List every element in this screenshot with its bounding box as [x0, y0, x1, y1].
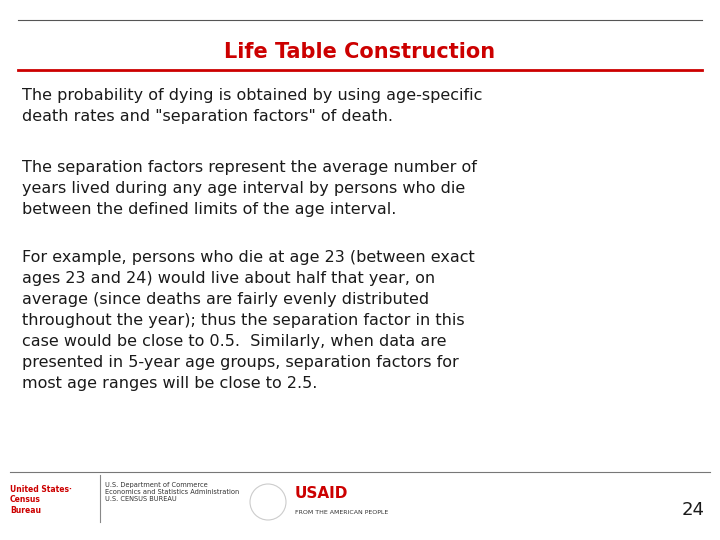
Text: Life Table Construction: Life Table Construction — [225, 42, 495, 62]
Text: FROM THE AMERICAN PEOPLE: FROM THE AMERICAN PEOPLE — [295, 510, 388, 515]
Text: United States·
Census
Bureau: United States· Census Bureau — [10, 485, 72, 515]
Text: USAID: USAID — [295, 487, 348, 502]
Text: The probability of dying is obtained by using age-specific
death rates and "sepa: The probability of dying is obtained by … — [22, 88, 482, 124]
Text: The separation factors represent the average number of
years lived during any ag: The separation factors represent the ave… — [22, 160, 477, 217]
Text: U.S. Department of Commerce
Economics and Statistics Administration
U.S. CENSUS : U.S. Department of Commerce Economics an… — [105, 482, 239, 502]
Text: 24: 24 — [682, 501, 705, 519]
Text: For example, persons who die at age 23 (between exact
ages 23 and 24) would live: For example, persons who die at age 23 (… — [22, 250, 474, 391]
